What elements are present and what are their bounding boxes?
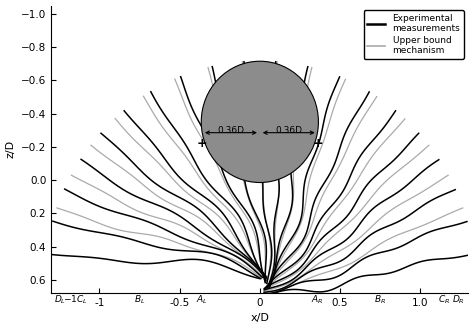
Y-axis label: z/D: z/D xyxy=(6,140,16,158)
Text: 0.36D: 0.36D xyxy=(218,126,245,135)
Text: $D_R$: $D_R$ xyxy=(453,293,465,306)
Circle shape xyxy=(201,61,319,183)
X-axis label: x/D: x/D xyxy=(250,314,269,323)
Text: $B_L$: $B_L$ xyxy=(134,293,145,306)
Text: +: + xyxy=(197,137,208,150)
Text: $-1C_L$: $-1C_L$ xyxy=(63,293,88,306)
Text: 0.36D: 0.36D xyxy=(275,126,302,135)
Text: +: + xyxy=(312,137,323,150)
Text: $C_R$: $C_R$ xyxy=(438,293,450,306)
Text: $D_L$: $D_L$ xyxy=(55,293,66,306)
Legend: Experimental
measurements, Upper bound
mechanism: Experimental measurements, Upper bound m… xyxy=(364,10,464,59)
Text: $A_L$: $A_L$ xyxy=(196,293,208,306)
Text: $A_R$: $A_R$ xyxy=(311,293,324,306)
Text: $B_R$: $B_R$ xyxy=(374,293,386,306)
